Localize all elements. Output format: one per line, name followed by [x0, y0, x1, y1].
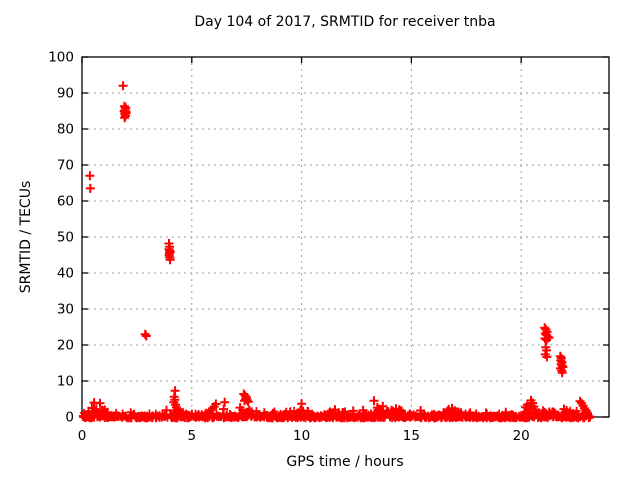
chart-title: Day 104 of 2017, SRMTID for receiver tnb… — [194, 14, 496, 30]
x-tick-label: 5 — [187, 428, 196, 444]
x-tick-label: 10 — [293, 428, 310, 444]
x-tick-label: 0 — [78, 428, 87, 444]
grid-lines — [82, 57, 609, 417]
y-tick-label: 70 — [57, 158, 74, 174]
y-tick-label: 100 — [48, 50, 74, 66]
y-tick-label: 60 — [57, 194, 74, 210]
y-tick-label: 10 — [57, 374, 74, 390]
y-tick-label: 50 — [57, 230, 74, 246]
y-axis-label: SRMTID / TECUs — [18, 180, 34, 294]
y-tick-label: 30 — [57, 302, 74, 318]
x-tick-label: 20 — [513, 428, 530, 444]
baseline-band-points — [78, 405, 595, 423]
y-tick-label: 20 — [57, 338, 74, 354]
y-tick-label: 80 — [57, 122, 74, 138]
x-axis-label: GPS time / hours — [286, 454, 404, 470]
x-tick-label: 15 — [403, 428, 420, 444]
y-tick-label: 0 — [65, 410, 74, 426]
y-tick-label: 40 — [57, 266, 74, 282]
outlier-points — [84, 81, 591, 418]
y-tick-label: 90 — [57, 86, 74, 102]
